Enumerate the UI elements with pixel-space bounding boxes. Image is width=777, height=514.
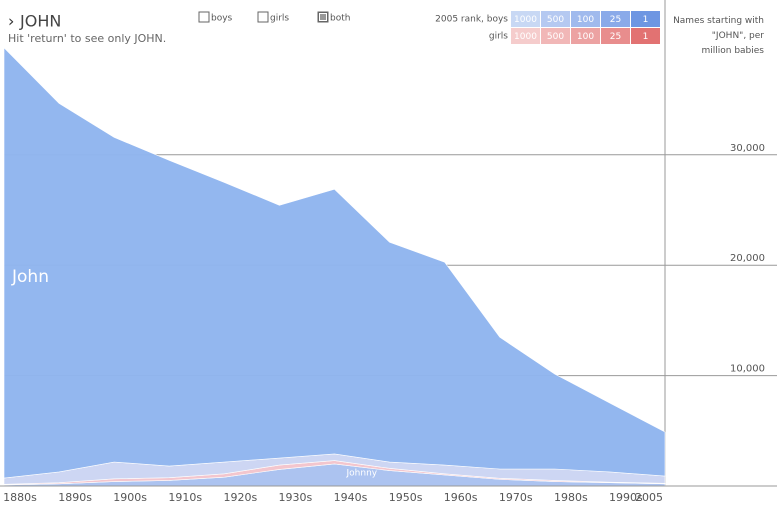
x-tick-label: 1990s [609, 491, 643, 504]
rank-label: 2005 rank, boys [435, 15, 508, 25]
x-tick-label: 1920s [223, 491, 257, 504]
rank-swatch [541, 28, 570, 44]
area [3, 46, 666, 479]
rank-swatch [571, 11, 600, 27]
hint: Hit 'return' to see only JOHN. [8, 32, 166, 45]
checkbox[interactable] [257, 11, 269, 23]
filter-label[interactable]: boys [211, 14, 233, 24]
rank-swatch [631, 28, 660, 44]
checkbox[interactable] [198, 11, 210, 23]
rank-swatch [601, 28, 630, 44]
x-tick-label: 1890s [58, 491, 92, 504]
y-axis-label: Names starting with "JOHN", per million ba… [673, 16, 764, 56]
x-tick-label: 1950s [389, 491, 423, 504]
y-tick-label: 30,000 [730, 143, 765, 154]
rank-value: 25 [610, 15, 621, 25]
rank-value: 100 [577, 15, 594, 25]
x-tick-label: 1900s [113, 491, 147, 504]
y-axis-label-line: "JOHN", per [712, 31, 764, 41]
rank-value: 1 [643, 32, 649, 42]
rank-swatch [631, 11, 660, 27]
rank-value: 1 [643, 15, 649, 25]
y-tick-label: 20,000 [730, 253, 765, 264]
filter-label[interactable]: girls [270, 14, 289, 24]
rank-swatch [571, 28, 600, 44]
x-tick-label: 1960s [444, 491, 478, 504]
y-tick-label: 10,000 [730, 364, 765, 375]
x-tick-label: 1910s [168, 491, 202, 504]
rank-swatch [601, 11, 630, 27]
rank-swatch [511, 28, 540, 44]
title-arrow: › [8, 12, 14, 31]
x-tick-label: 1880s [3, 491, 37, 504]
rank-swatch [541, 11, 570, 27]
x-tick-label: 1930s [279, 491, 313, 504]
rank-label: girls [489, 32, 508, 42]
chart-title: JOHN [19, 12, 61, 31]
x-tick-label: 1970s [499, 491, 533, 504]
rank-value: 500 [547, 32, 564, 42]
y-axis-label-line: Names starting with [673, 16, 764, 26]
rank-value: 1000 [514, 32, 537, 42]
x-tick-label: 1940s [334, 491, 368, 504]
filter-label[interactable]: both [330, 14, 350, 24]
rank-value: 500 [547, 15, 564, 25]
series-label: John [11, 267, 49, 287]
rank-value: 100 [577, 32, 594, 42]
x-tick-label: 2005 [635, 491, 663, 504]
rank-swatch [511, 11, 540, 27]
x-tick-label: 1980s [554, 491, 588, 504]
rank-value: 1000 [514, 15, 537, 25]
checkbox-inner [319, 13, 327, 21]
y-axis-label-line: million babies [701, 46, 764, 56]
rank-value: 25 [610, 32, 621, 42]
series-label: Johnny [346, 468, 378, 478]
